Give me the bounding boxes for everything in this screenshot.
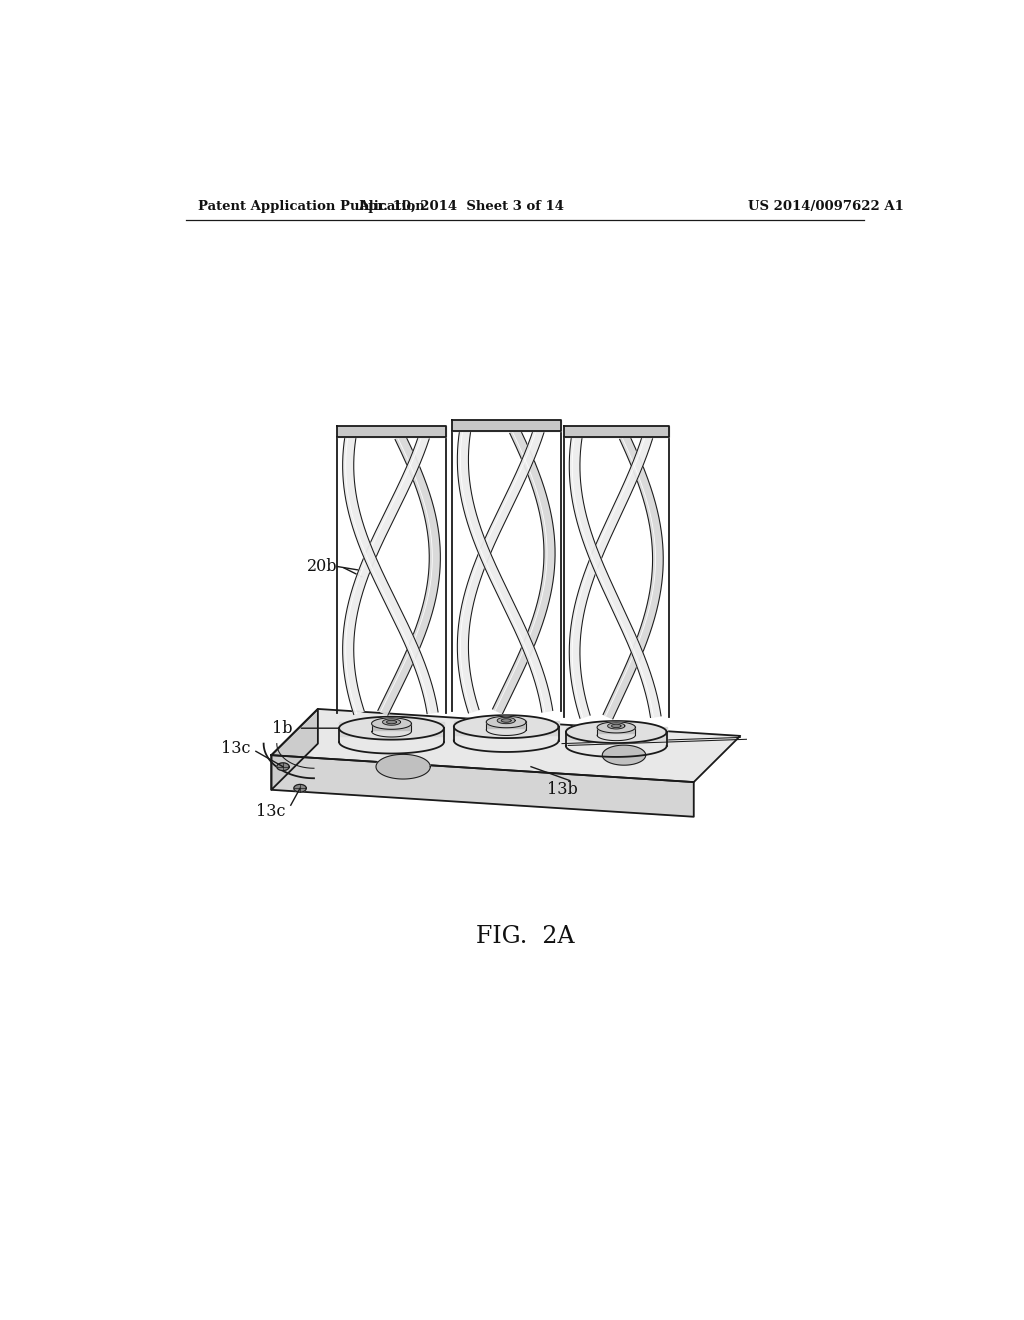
Polygon shape [454,721,558,735]
Polygon shape [337,426,445,437]
Polygon shape [569,436,652,718]
Polygon shape [458,430,553,711]
Polygon shape [602,746,646,766]
Text: Patent Application Publication: Patent Application Publication [198,199,425,213]
Text: 13b: 13b [547,781,578,799]
Polygon shape [343,437,438,714]
Text: FIG.  2A: FIG. 2A [475,924,574,948]
Polygon shape [454,715,558,738]
Polygon shape [569,437,662,718]
Polygon shape [607,723,625,729]
Polygon shape [271,755,693,817]
Polygon shape [597,722,636,733]
Polygon shape [372,722,412,730]
Polygon shape [271,709,317,789]
Polygon shape [566,726,667,741]
Polygon shape [452,420,560,430]
Polygon shape [566,721,667,743]
Polygon shape [493,429,555,714]
Polygon shape [564,426,669,437]
Polygon shape [378,434,440,715]
Polygon shape [498,717,515,723]
Text: 13c: 13c [221,739,251,756]
Polygon shape [611,725,621,727]
Polygon shape [294,784,306,792]
Polygon shape [383,719,400,725]
Polygon shape [376,755,430,779]
Polygon shape [276,763,289,771]
Polygon shape [486,721,526,729]
Text: 13c: 13c [256,803,286,820]
Polygon shape [597,726,636,734]
Polygon shape [502,719,511,722]
Polygon shape [372,718,412,730]
Text: Apr. 10, 2014  Sheet 3 of 14: Apr. 10, 2014 Sheet 3 of 14 [358,199,564,213]
Polygon shape [603,436,664,719]
Text: US 2014/0097622 A1: US 2014/0097622 A1 [748,199,904,213]
Text: 20b: 20b [307,558,337,576]
Polygon shape [339,722,443,737]
Polygon shape [271,709,740,781]
Polygon shape [343,436,429,714]
Polygon shape [387,721,396,723]
Polygon shape [486,717,526,727]
Polygon shape [339,717,443,739]
Polygon shape [458,429,544,713]
Text: 1b: 1b [271,719,292,737]
